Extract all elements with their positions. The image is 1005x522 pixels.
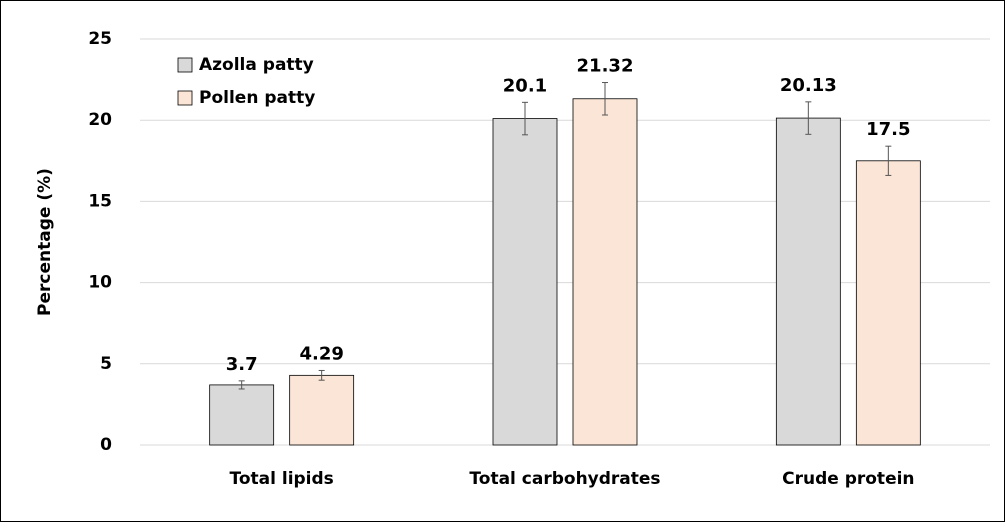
error-bar [602, 82, 608, 116]
value-label: 4.29 [299, 343, 343, 364]
error-bar [318, 369, 325, 381]
error-bar [885, 145, 892, 176]
x-tick-label: Total carbohydrates [469, 469, 660, 489]
y-tick-label: 10 [88, 273, 112, 293]
y-tick-label: 25 [88, 29, 112, 49]
bar [855, 160, 921, 446]
legend-swatch [177, 90, 193, 106]
legend-label: Azolla patty [199, 55, 314, 75]
value-label: 21.32 [577, 56, 634, 77]
bar [775, 117, 841, 446]
legend-swatch [177, 57, 193, 73]
legend-label: Pollen patty [199, 88, 315, 108]
error-bar [522, 101, 528, 136]
y-tick-label: 15 [88, 191, 112, 211]
value-label: 3.7 [226, 354, 258, 375]
x-tick-label: Total lipids [230, 469, 334, 489]
bar [492, 118, 558, 446]
y-tick-label: 20 [88, 110, 112, 130]
y-tick-label: 5 [100, 354, 112, 374]
error-bar [805, 101, 812, 135]
value-label: 20.1 [503, 75, 547, 96]
value-label: 20.13 [780, 75, 837, 96]
bar [572, 98, 638, 446]
value-label: 17.5 [866, 119, 910, 140]
bar [209, 384, 275, 446]
error-bar [238, 380, 245, 390]
y-axis-title: Percentage (%) [35, 168, 55, 316]
x-tick-label: Crude protein [782, 469, 914, 489]
bar [289, 374, 355, 446]
y-tick-label: 0 [100, 435, 112, 455]
